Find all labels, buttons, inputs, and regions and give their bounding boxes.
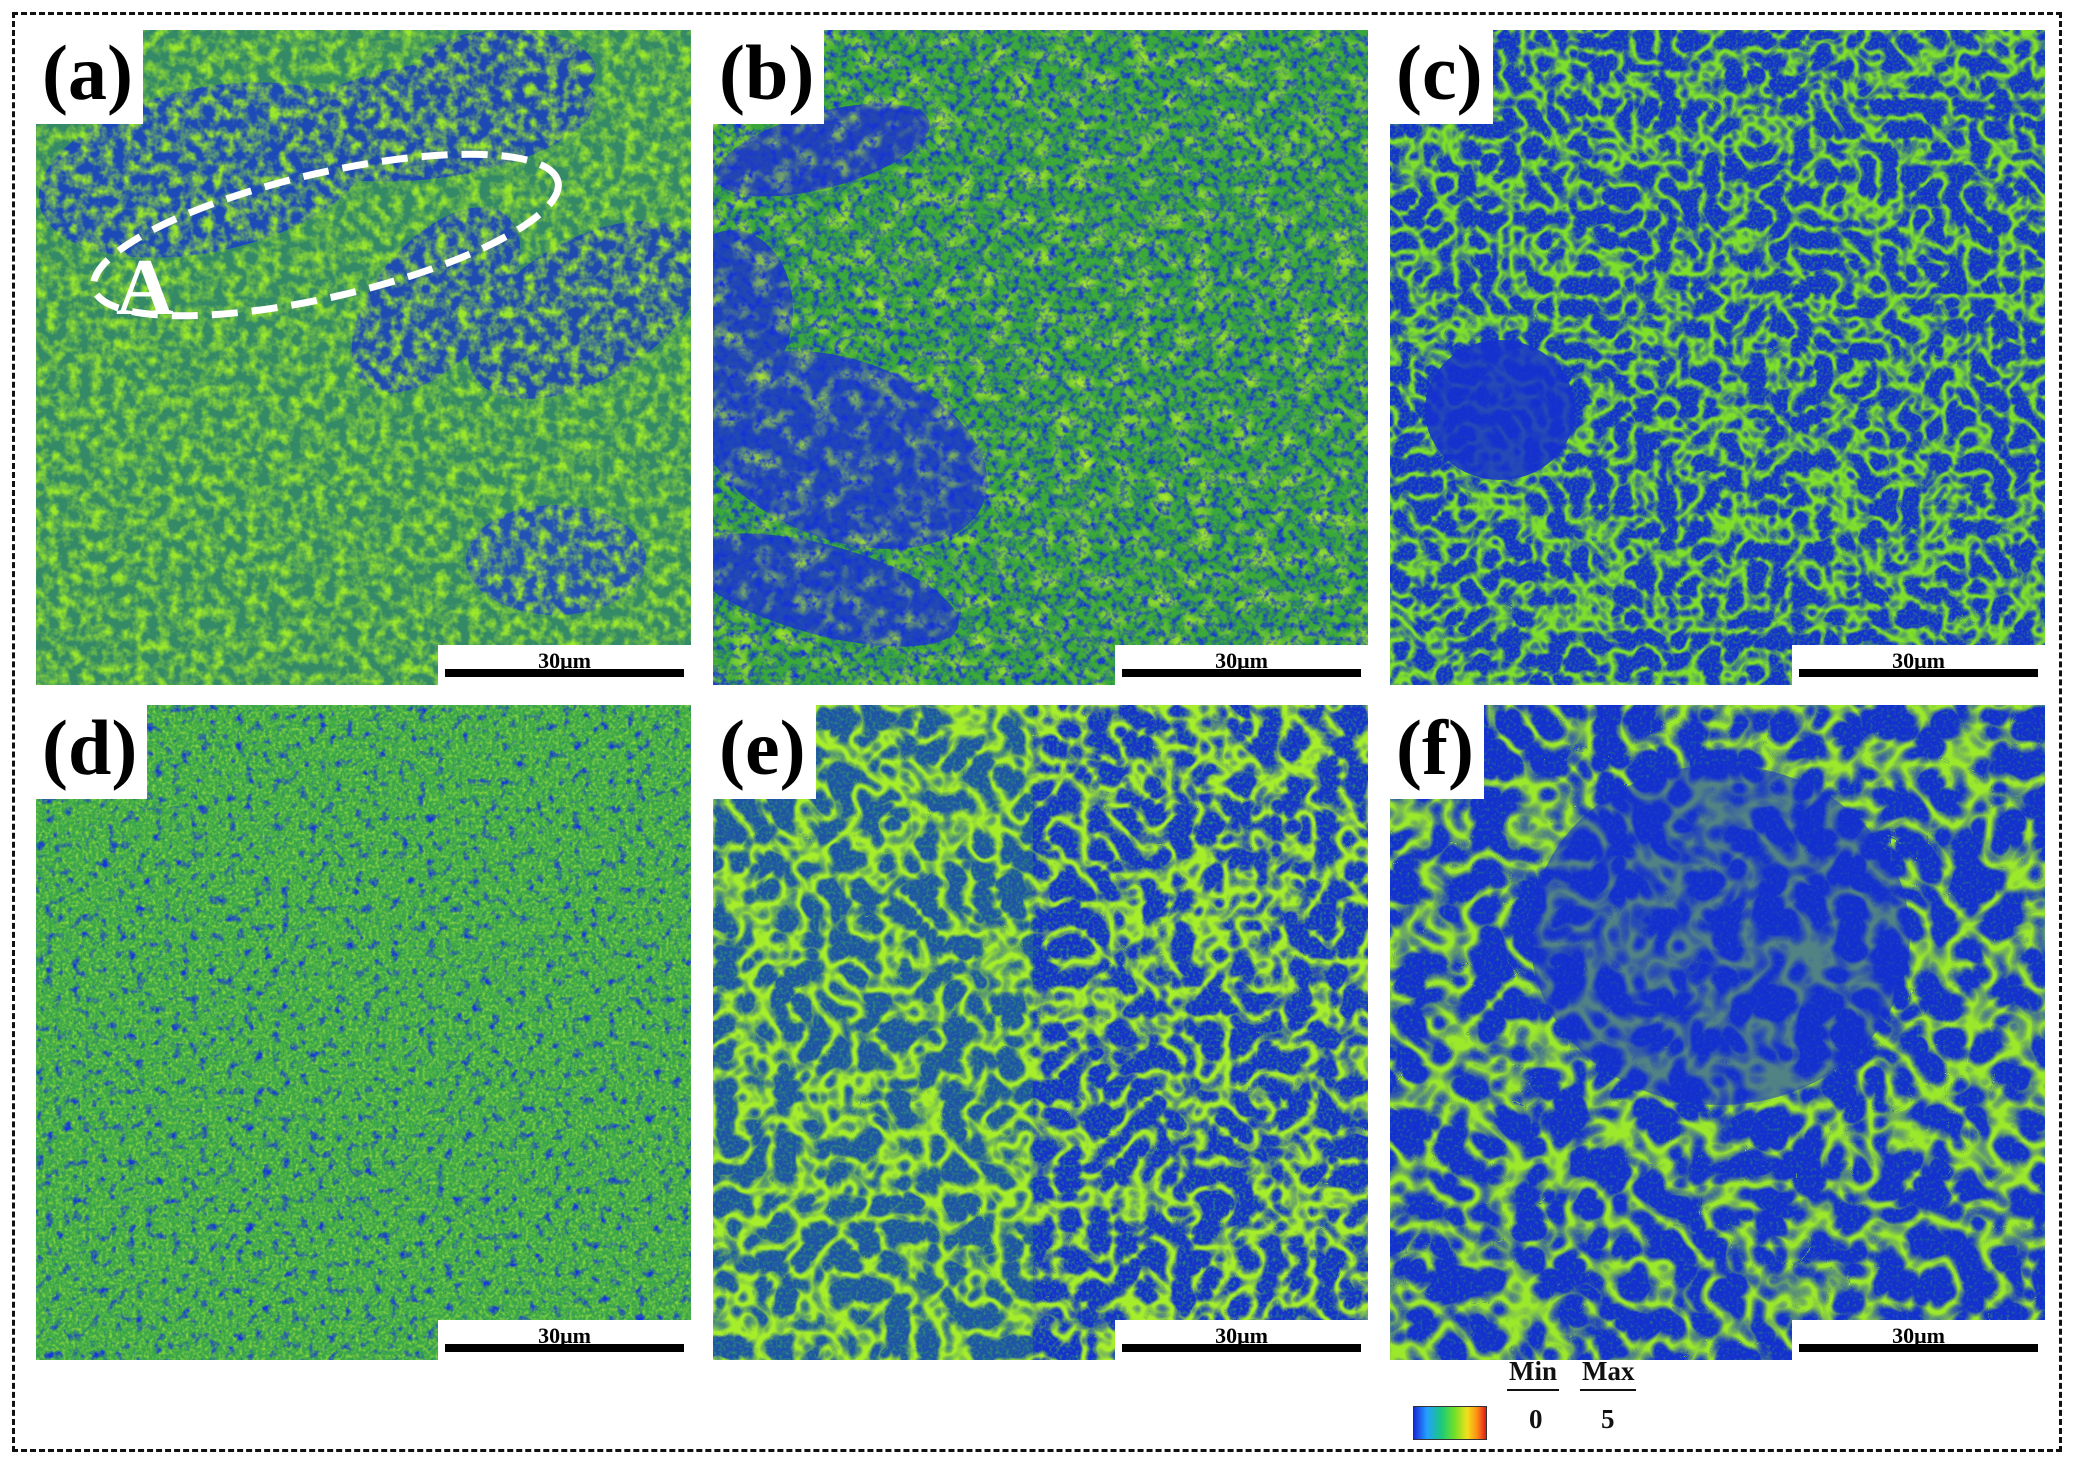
scale-bar: 30μm xyxy=(1792,1320,2045,1360)
scale-bar-line xyxy=(445,669,684,677)
scale-bar: 30μm xyxy=(438,645,691,685)
kam-map-b xyxy=(713,30,1368,685)
panel-label: (e) xyxy=(713,705,816,799)
panel-label: (c) xyxy=(1390,30,1493,124)
panel-label: (a) xyxy=(36,30,143,124)
kam-map-e xyxy=(713,705,1368,1360)
scale-bar-text: 30μm xyxy=(1892,1323,1945,1348)
panel-f: (f) 30μm xyxy=(1390,705,2045,1360)
panel-c: (c) 30μm xyxy=(1390,30,2045,685)
scale-bar: 30μm xyxy=(438,1320,691,1360)
legend-color-bar xyxy=(1413,1406,1487,1440)
legend-min-value: 0 xyxy=(1529,1404,1543,1434)
annotation-ellipse xyxy=(90,150,562,320)
scale-bar-line xyxy=(1799,669,2038,677)
legend-min-label: Min xyxy=(1507,1356,1560,1391)
legend-max-label: Max xyxy=(1580,1356,1637,1391)
scale-bar: 30μm xyxy=(1115,645,1368,685)
scale-bar-text: 30μm xyxy=(1892,648,1945,673)
panel-b: (b) 30μm xyxy=(713,30,1368,685)
panel-d: (d) 30μm xyxy=(36,705,691,1360)
legend-max-value: 5 xyxy=(1601,1404,1615,1434)
scale-bar-text: 30μm xyxy=(1215,1323,1268,1348)
scale-bar: 30μm xyxy=(1115,1320,1368,1360)
scale-bar-line xyxy=(1122,1344,1361,1352)
panel-a: A (a) 30μm xyxy=(36,30,691,685)
kam-map-f xyxy=(1390,705,2045,1360)
figure-frame xyxy=(12,12,2062,1452)
annotation-label: A xyxy=(116,244,174,332)
scale-bar-text: 30μm xyxy=(1215,648,1268,673)
kam-map-a xyxy=(36,30,691,685)
kam-map-d xyxy=(36,705,691,1360)
scale-bar-text: 30μm xyxy=(538,1323,591,1348)
scale-bar: 30μm xyxy=(1792,645,2045,685)
scale-bar-line xyxy=(445,1344,684,1352)
panel-e: (e) 30μm xyxy=(713,705,1368,1360)
scale-bar-text: 30μm xyxy=(538,648,591,673)
panel-label: (b) xyxy=(713,30,825,124)
panel-label: (d) xyxy=(36,705,148,799)
scale-bar-line xyxy=(1122,669,1361,677)
scale-bar-line xyxy=(1799,1344,2038,1352)
kam-map-c xyxy=(1390,30,2045,685)
panel-label: (f) xyxy=(1390,705,1484,799)
color-legend: Min Max 0 5 xyxy=(1410,1356,1650,1446)
